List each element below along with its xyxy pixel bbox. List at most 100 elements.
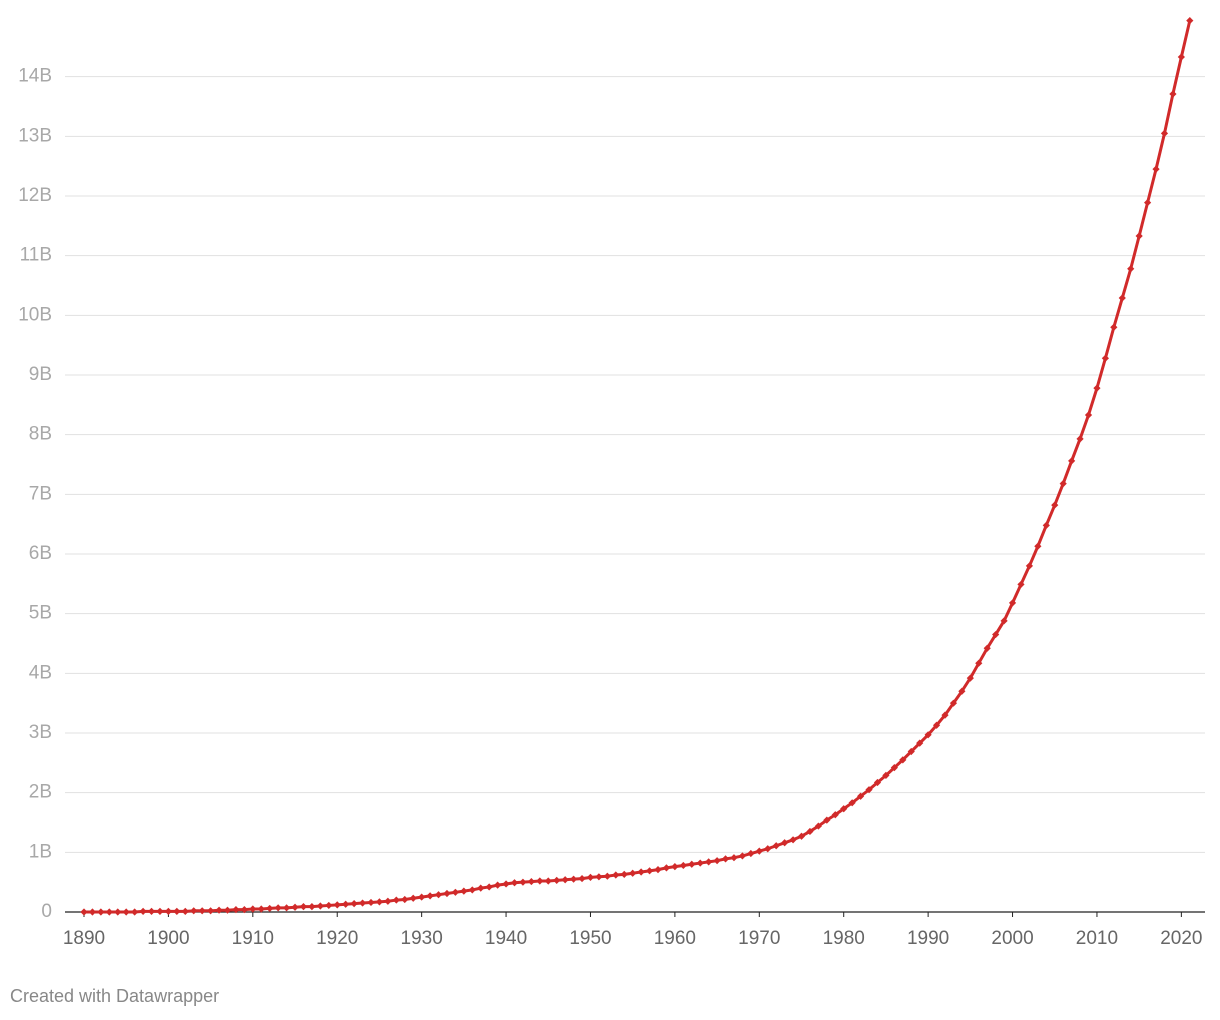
y-tick-label: 1B xyxy=(29,841,52,862)
point xyxy=(713,857,721,865)
point xyxy=(451,888,460,896)
point xyxy=(1186,16,1194,25)
point xyxy=(510,879,519,887)
point xyxy=(941,711,949,719)
point xyxy=(257,905,265,913)
point xyxy=(131,908,139,916)
point xyxy=(249,905,257,913)
point xyxy=(1177,53,1185,61)
point xyxy=(755,847,763,855)
point xyxy=(291,903,299,911)
x-tick-label: 1960 xyxy=(654,928,696,949)
point xyxy=(240,906,248,914)
point xyxy=(882,771,890,779)
point xyxy=(266,904,274,913)
point xyxy=(671,863,679,871)
point xyxy=(747,849,755,858)
point xyxy=(814,822,822,830)
point xyxy=(662,864,671,872)
point xyxy=(299,903,308,911)
point xyxy=(409,894,417,902)
x-tick-label: 1930 xyxy=(401,928,443,949)
point xyxy=(992,630,1000,639)
point xyxy=(840,805,848,813)
y-tick-label: 6B xyxy=(29,543,52,564)
point xyxy=(1042,521,1050,529)
point xyxy=(1059,479,1067,488)
point xyxy=(502,880,510,888)
point xyxy=(730,854,738,862)
point xyxy=(958,687,966,695)
point xyxy=(1008,599,1017,607)
point xyxy=(924,731,932,739)
point xyxy=(586,873,595,881)
point xyxy=(190,907,198,915)
point xyxy=(1160,129,1169,137)
point xyxy=(873,778,882,787)
point xyxy=(637,868,645,876)
point xyxy=(434,891,443,899)
point xyxy=(806,827,814,836)
x-tick-label: 1970 xyxy=(738,928,780,949)
point xyxy=(932,721,941,729)
point xyxy=(561,876,569,884)
point xyxy=(282,904,291,912)
point xyxy=(401,895,409,904)
point xyxy=(797,832,806,840)
point xyxy=(654,866,662,874)
point xyxy=(899,756,907,764)
point xyxy=(569,875,578,883)
y-tick-label: 3B xyxy=(29,722,52,743)
point xyxy=(848,799,856,807)
point xyxy=(375,898,384,906)
point xyxy=(342,900,350,908)
point xyxy=(274,904,282,912)
point xyxy=(620,870,628,879)
point xyxy=(553,876,561,884)
x-tick-label: 2000 xyxy=(991,928,1033,949)
point xyxy=(333,901,341,909)
point xyxy=(122,908,130,916)
point xyxy=(831,811,839,819)
point xyxy=(88,908,97,916)
point xyxy=(367,898,375,907)
point xyxy=(392,896,400,904)
point xyxy=(890,764,898,772)
point xyxy=(1127,265,1135,273)
y-tick-label: 10B xyxy=(18,304,52,325)
point xyxy=(308,903,316,911)
x-tick-label: 1900 xyxy=(147,928,189,949)
point xyxy=(578,874,586,883)
point xyxy=(1093,384,1101,392)
line xyxy=(83,20,1192,914)
point xyxy=(966,674,974,682)
point xyxy=(1068,457,1076,465)
point xyxy=(1034,542,1042,550)
y-tick-label: 5B xyxy=(29,603,52,624)
point xyxy=(164,907,173,916)
point xyxy=(983,644,991,652)
y-tick-label: 0 xyxy=(41,901,52,922)
point xyxy=(384,897,392,905)
x-tick-label: 1890 xyxy=(63,928,105,949)
point xyxy=(477,884,485,892)
point xyxy=(156,907,164,916)
point xyxy=(781,839,789,847)
point xyxy=(80,908,88,916)
y-tick-label: 12B xyxy=(18,185,52,206)
point xyxy=(1169,90,1177,98)
y-tick-label: 4B xyxy=(29,662,52,683)
credit: Created with Datawrapper xyxy=(10,986,219,1006)
point xyxy=(460,887,468,895)
point xyxy=(696,859,704,867)
point xyxy=(1017,580,1025,589)
point xyxy=(426,892,434,900)
y-tick-label: 8B xyxy=(29,424,52,445)
point xyxy=(1152,165,1160,173)
point xyxy=(1025,562,1034,570)
x-tick-label: 1920 xyxy=(316,928,358,949)
x-tick-label: 1980 xyxy=(823,928,865,949)
point xyxy=(1101,354,1109,362)
point xyxy=(1076,435,1084,443)
